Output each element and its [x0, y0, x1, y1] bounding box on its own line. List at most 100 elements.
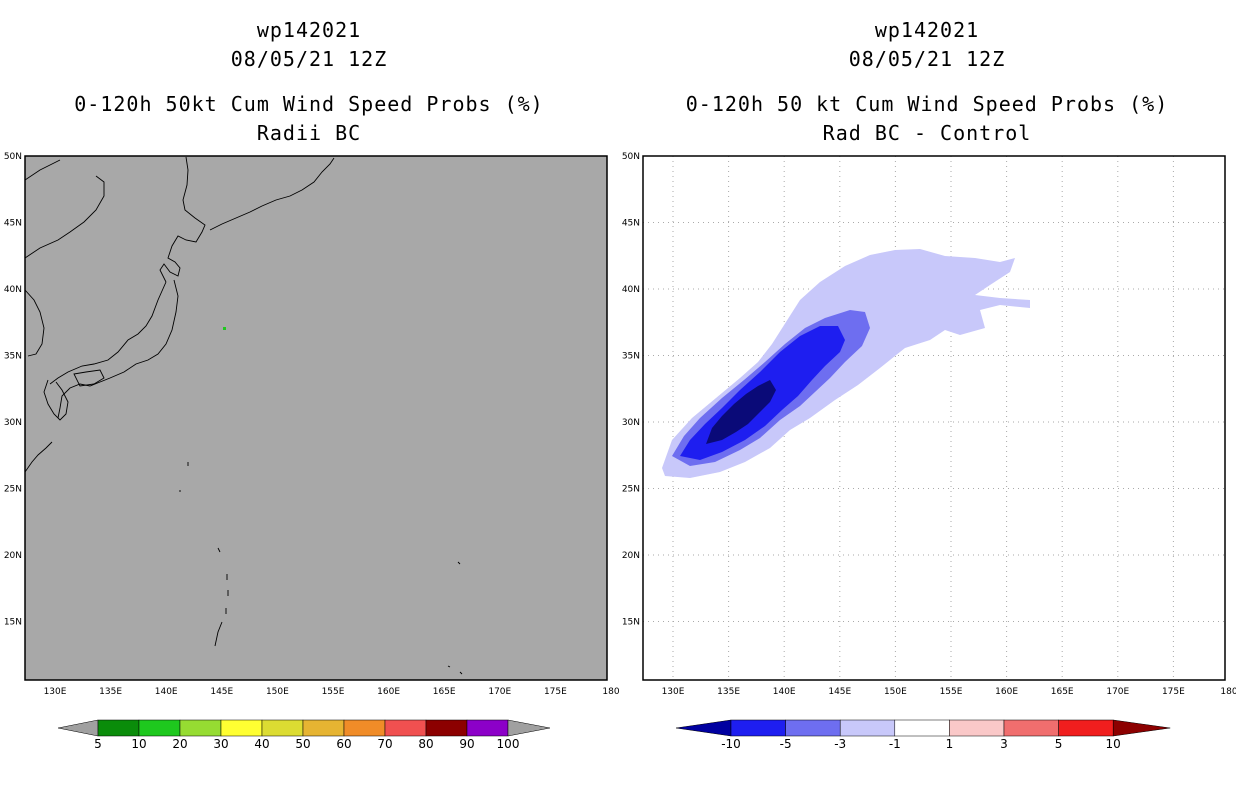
colorbar-label: 70 — [377, 737, 392, 751]
colorbar-swatch — [466, 719, 509, 737]
colorbar-label: 50 — [295, 737, 310, 751]
lon-tick-label: 135E — [717, 687, 740, 697]
right-gridlines — [643, 156, 1225, 680]
colorbar-swatch — [1003, 719, 1059, 737]
lat-tick-label: 30N — [622, 418, 640, 428]
left-product-title: 0-120h 50kt Cum Wind Speed Probs (%) — [74, 92, 544, 116]
left-map-background — [25, 156, 607, 680]
lon-tick-label: 180 — [1220, 687, 1236, 697]
lon-tick-label: 175E — [544, 687, 567, 697]
lon-tick-label: 140E — [155, 687, 178, 697]
left-panel-title: wp142021 08/05/21 12Z 0-120h 50kt Cum Wi… — [0, 16, 618, 148]
lon-tick-label: 175E — [1162, 687, 1185, 697]
colorbar-swatch — [179, 719, 222, 737]
left-storm-id: wp142021 — [256, 18, 362, 42]
colorbar-high-arrow — [1112, 719, 1171, 737]
lat-tick-label: 50N — [4, 152, 22, 162]
colorbar-label: 10 — [131, 737, 146, 751]
left-map-panel: 130E 135E 140E 145E 150E 155E 160E 165E 170E 175E… — [4, 152, 620, 697]
colorbar-swatch — [384, 719, 427, 737]
colorbar-label: 5 — [94, 737, 102, 751]
colorbar-label: 3 — [1000, 737, 1008, 751]
right-map-panel: 130E 135E 140E 145E 150E 155E 160E 165E 170E 175E… — [622, 152, 1236, 697]
left-lon-axis: 130E 135E 140E 145E 150E 155E 160E 165E 170E 175E… — [44, 687, 620, 697]
colorbar-swatch — [425, 719, 468, 737]
lon-tick-label: 165E — [433, 687, 456, 697]
colorbar-low-arrow — [57, 719, 99, 737]
right-panel-title: wp142021 08/05/21 12Z 0-120h 50 kt Cum W… — [618, 16, 1236, 148]
colorbar-swatch — [343, 719, 386, 737]
colorbar-label: 10 — [1106, 737, 1121, 751]
lon-tick-label: 150E — [884, 687, 907, 697]
left-map-frame — [24, 155, 608, 681]
colorbar-label: 60 — [336, 737, 351, 751]
colorbar-high-arrow — [507, 719, 551, 737]
colorbar-swatch — [1058, 719, 1114, 737]
colorbar-swatch — [785, 719, 841, 737]
lon-tick-label: 170E — [1106, 687, 1129, 697]
lon-tick-label: 170E — [488, 687, 511, 697]
lon-tick-label: 155E — [322, 687, 345, 697]
right-storm-id: wp142021 — [874, 18, 980, 42]
right-lat-axis: 50N 45N 40N 35N 30N 25N 20N 15N — [622, 152, 640, 628]
colorbar-swatch — [220, 719, 263, 737]
lat-tick-label: 40N — [4, 285, 22, 295]
lat-tick-label: 15N — [4, 618, 22, 628]
lat-tick-label: 30N — [4, 418, 22, 428]
colorbar-label: -3 — [834, 737, 846, 751]
left-lat-axis: 50N 45N 40N 35N 30N 25N 20N 15N — [4, 152, 22, 628]
colorbar-swatch — [894, 719, 950, 737]
lon-tick-label: 145E — [828, 687, 851, 697]
lat-tick-label: 40N — [622, 285, 640, 295]
lat-tick-label: 45N — [622, 219, 640, 229]
colorbar-low-arrow — [675, 719, 732, 737]
right-colorbar: -10 -5 -3 -1 1 3 5 10 — [675, 719, 1171, 751]
lon-tick-label: 180 — [602, 687, 619, 697]
colorbar-swatch — [302, 719, 345, 737]
lon-tick-label: 145E — [210, 687, 233, 697]
lon-tick-label: 150E — [266, 687, 289, 697]
colorbar-swatch — [138, 719, 181, 737]
colorbar-swatch — [261, 719, 304, 737]
lon-tick-label: 135E — [99, 687, 122, 697]
colorbar-swatch — [97, 719, 140, 737]
lat-tick-label: 25N — [4, 485, 22, 495]
colorbar-label: 20 — [172, 737, 187, 751]
lat-tick-label: 25N — [622, 485, 640, 495]
lon-tick-label: 155E — [940, 687, 963, 697]
lat-tick-label: 20N — [622, 551, 640, 561]
colorbar-label: 40 — [254, 737, 269, 751]
left-forecast-date: 08/05/21 12Z — [230, 47, 388, 71]
right-product-title: 0-120h 50 kt Cum Wind Speed Probs (%) — [685, 92, 1169, 116]
left-colorbar: 5 10 20 30 40 50 60 70 80 90 100 — [57, 719, 551, 751]
lat-tick-label: 15N — [622, 618, 640, 628]
lat-tick-label: 35N — [622, 352, 640, 362]
lat-tick-label: 20N — [4, 551, 22, 561]
colorbar-label: 100 — [497, 737, 520, 751]
left-subtitle: Radii BC — [256, 121, 362, 145]
lon-tick-label: 130E — [44, 687, 67, 697]
lat-tick-label: 35N — [4, 352, 22, 362]
lon-tick-label: 160E — [995, 687, 1018, 697]
colorbar-label: -5 — [780, 737, 792, 751]
colorbar-label: 90 — [459, 737, 474, 751]
colorbar-swatch — [949, 719, 1005, 737]
colorbar-label: 1 — [946, 737, 954, 751]
lon-tick-label: 130E — [662, 687, 685, 697]
right-forecast-date: 08/05/21 12Z — [848, 47, 1006, 71]
colorbar-label: -10 — [721, 737, 741, 751]
right-difference-shading — [662, 249, 1030, 478]
right-lon-axis: 130E 135E 140E 145E 150E 155E 160E 165E 170E 175E… — [662, 687, 1236, 697]
shade-minus-10 — [706, 380, 776, 444]
lon-tick-label: 140E — [773, 687, 796, 697]
lat-tick-label: 45N — [4, 219, 22, 229]
lon-tick-label: 165E — [1051, 687, 1074, 697]
colorbar-swatch — [730, 719, 786, 737]
colorbar-swatch — [839, 719, 896, 737]
right-subtitle: Rad BC - Control — [822, 121, 1032, 145]
colorbar-label: 80 — [418, 737, 433, 751]
colorbar-label: 5 — [1055, 737, 1063, 751]
lon-tick-label: 160E — [377, 687, 400, 697]
colorbar-label: -1 — [889, 737, 901, 751]
